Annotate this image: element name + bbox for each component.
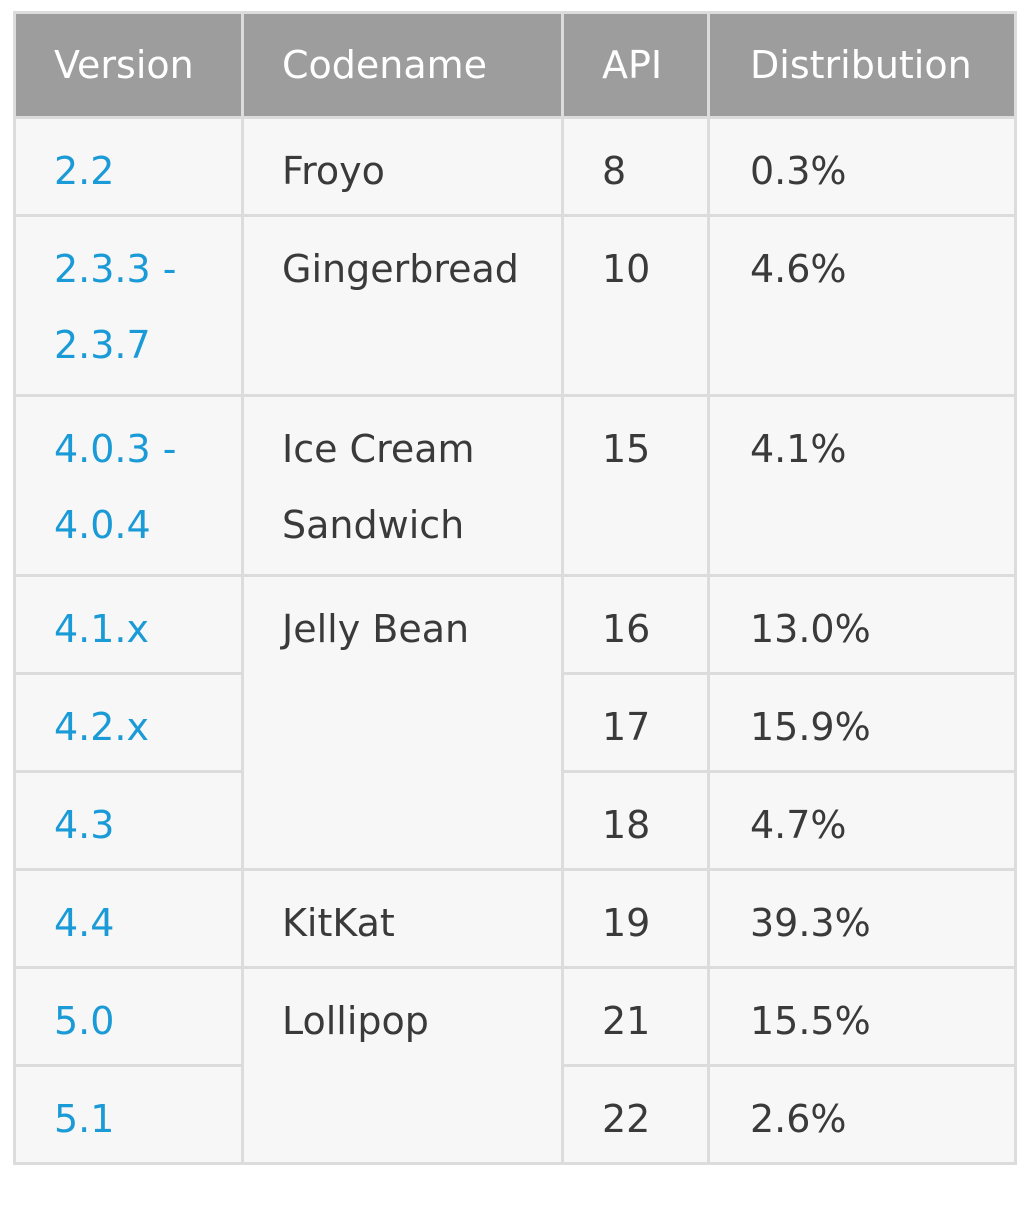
distribution-cell: 4.1% <box>707 394 1017 577</box>
codename-cell: KitKat <box>241 868 564 969</box>
codename-cell: Froyo <box>241 116 564 217</box>
table-row: 4.1.x Jelly Bean 16 13.0% <box>13 574 1017 871</box>
api-cell: 19 <box>561 868 710 969</box>
table-row: 4.4 KitKat 19 39.3% <box>13 868 1017 969</box>
distribution-table: Version Codename API Distribution 2.2 Fr… <box>13 11 1017 1165</box>
api-cell: 16 <box>561 574 710 675</box>
version-link[interactable]: 2.3.3 - 2.3.7 <box>13 214 244 397</box>
api-cell: 8 <box>561 116 710 217</box>
header-distribution: Distribution <box>707 11 1017 119</box>
version-link[interactable]: 4.3 <box>13 770 244 871</box>
table-row: 4.0.3 - 4.0.4 Ice Cream Sandwich 15 4.1% <box>13 394 1017 577</box>
distribution-cell: 0.3% <box>707 116 1017 217</box>
api-cell: 18 <box>561 770 710 871</box>
api-cell: 22 <box>561 1064 710 1165</box>
api-cell: 21 <box>561 966 710 1067</box>
codename-cell: Gingerbread <box>241 214 564 397</box>
version-link[interactable]: 4.0.3 - 4.0.4 <box>13 394 244 577</box>
header-codename: Codename <box>241 11 564 119</box>
distribution-cell: 15.5% <box>707 966 1017 1067</box>
distribution-cell: 4.7% <box>707 770 1017 871</box>
distribution-cell: 15.9% <box>707 672 1017 773</box>
distribution-cell: 4.6% <box>707 214 1017 397</box>
codename-cell: Jelly Bean <box>241 574 564 871</box>
version-link[interactable]: 4.1.x <box>13 574 244 675</box>
header-api: API <box>561 11 710 119</box>
table-header-row: Version Codename API Distribution <box>13 11 1017 119</box>
table-row: 4.2.x 17 15.9% <box>13 672 1017 773</box>
api-cell: 10 <box>561 214 710 397</box>
distribution-cell: 2.6% <box>707 1064 1017 1165</box>
table-row: 2.2 Froyo 8 0.3% <box>13 116 1017 217</box>
table-row: 4.3 18 4.7% <box>13 770 1017 871</box>
distribution-table-container: Version Codename API Distribution 2.2 Fr… <box>13 11 1017 1165</box>
table-row: 5.0 Lollipop 21 15.5% <box>13 966 1017 1165</box>
api-cell: 15 <box>561 394 710 577</box>
codename-cell: Lollipop <box>241 966 564 1165</box>
version-link[interactable]: 4.4 <box>13 868 244 969</box>
distribution-cell: 13.0% <box>707 574 1017 675</box>
header-version: Version <box>13 11 244 119</box>
table-row: 5.1 22 2.6% <box>13 1064 1017 1165</box>
version-link[interactable]: 2.2 <box>13 116 244 217</box>
version-link[interactable]: 4.2.x <box>13 672 244 773</box>
version-link[interactable]: 5.0 <box>13 966 244 1067</box>
table-row: 2.3.3 - 2.3.7 Gingerbread 10 4.6% <box>13 214 1017 397</box>
codename-cell: Ice Cream Sandwich <box>241 394 564 577</box>
version-link[interactable]: 5.1 <box>13 1064 244 1165</box>
distribution-cell: 39.3% <box>707 868 1017 969</box>
api-cell: 17 <box>561 672 710 773</box>
